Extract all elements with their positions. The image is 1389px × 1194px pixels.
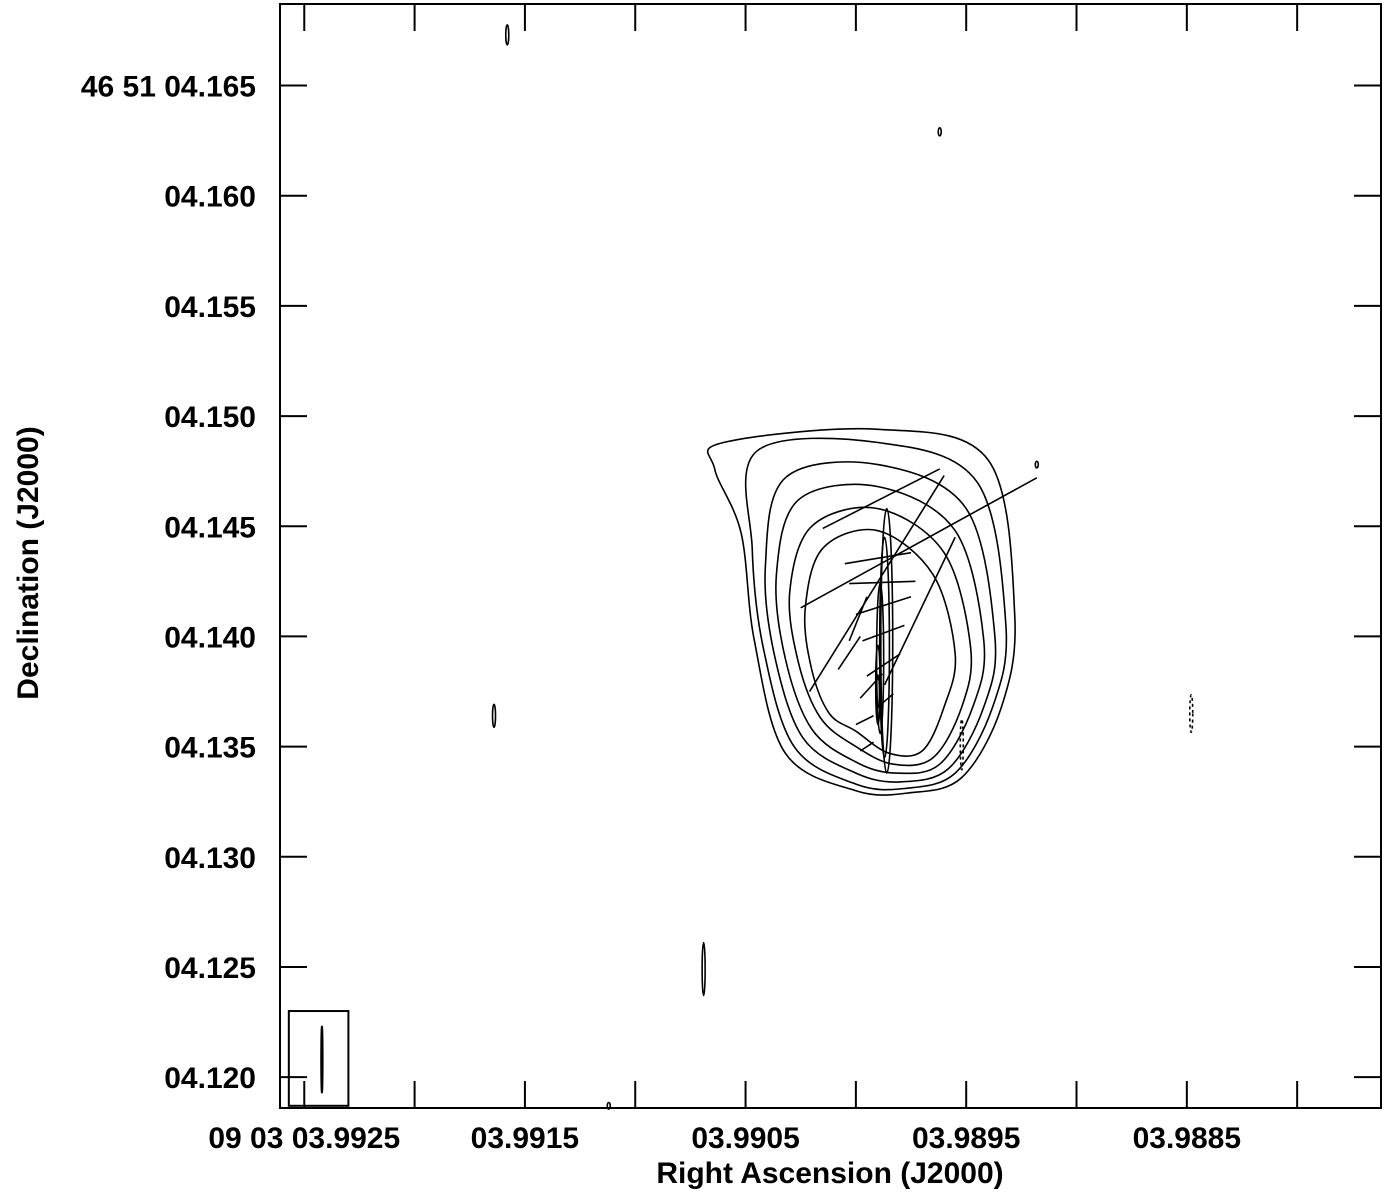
beam-ellipse <box>320 1025 324 1094</box>
polarization-vector <box>883 536 956 686</box>
polarization-vector <box>866 653 901 677</box>
outer-contour <box>744 437 1008 791</box>
polarization-vector <box>822 468 941 530</box>
negative-contour <box>959 718 965 771</box>
x-tick-label: 03.9885 <box>1133 1122 1241 1155</box>
isolated-contour <box>1034 460 1040 469</box>
y-tick-label: 04.125 <box>164 952 256 985</box>
y-tick-labels: 46 51 04.165 04.160 04.155 04.150 04.145 04.1… <box>81 71 256 1096</box>
y-tick-label: 04.120 <box>164 1062 256 1095</box>
outer-contour <box>803 528 957 758</box>
axis-ticks <box>280 4 1381 1108</box>
negative-contour <box>1188 694 1194 734</box>
polarization-vector <box>844 551 912 565</box>
polarization-vector <box>859 673 883 699</box>
y-tick-label: 04.160 <box>164 181 256 214</box>
y-tick-label: 04.130 <box>164 842 256 875</box>
isolated-contour <box>606 1101 612 1110</box>
y-tick-label: 04.150 <box>164 401 256 434</box>
polarization-vector <box>800 477 1038 609</box>
polarization-vector <box>855 596 912 616</box>
isolated-contour <box>491 703 497 729</box>
x-tick-label: 09 03 03.9925 <box>208 1122 400 1155</box>
polarization-vector <box>837 635 861 670</box>
polarization-vector <box>848 596 868 642</box>
x-tick-label: 03.9895 <box>912 1122 1020 1155</box>
isolated-contour <box>701 941 706 997</box>
polarization-vectors <box>800 468 1038 752</box>
outer-contour <box>775 483 986 775</box>
polarization-vector <box>862 624 905 642</box>
plot-frame <box>279 3 1382 1109</box>
polarization-vector <box>877 693 894 708</box>
y-tick-label: 04.145 <box>164 511 256 544</box>
contours <box>491 24 1194 1110</box>
outer-contour <box>764 461 997 783</box>
y-tick-label: 04.135 <box>164 732 256 765</box>
beam-box <box>287 1010 350 1107</box>
polarization-vector <box>859 741 874 752</box>
y-tick-label: 46 51 04.165 <box>81 71 256 104</box>
x-tick-label: 03.9905 <box>691 1122 799 1155</box>
polarization-vector <box>808 475 945 692</box>
isolated-contour <box>937 127 943 137</box>
y-axis-title: Declination (J2000) <box>12 426 45 699</box>
outer-contour <box>706 427 1016 796</box>
beam-ellipse-group <box>287 1010 350 1107</box>
y-tick-label: 04.140 <box>164 621 256 654</box>
y-tick-label: 04.155 <box>164 291 256 324</box>
isolated-contour <box>504 24 510 46</box>
polarization-vector <box>849 580 916 585</box>
x-tick-label: 03.9915 <box>471 1122 579 1155</box>
x-tick-labels: 09 03 03.9925 03.9915 03.9905 03.9895 03.988… <box>208 1122 1241 1155</box>
polarization-vector <box>855 715 874 726</box>
x-axis-title: Right Ascension (J2000) <box>656 1157 1003 1190</box>
